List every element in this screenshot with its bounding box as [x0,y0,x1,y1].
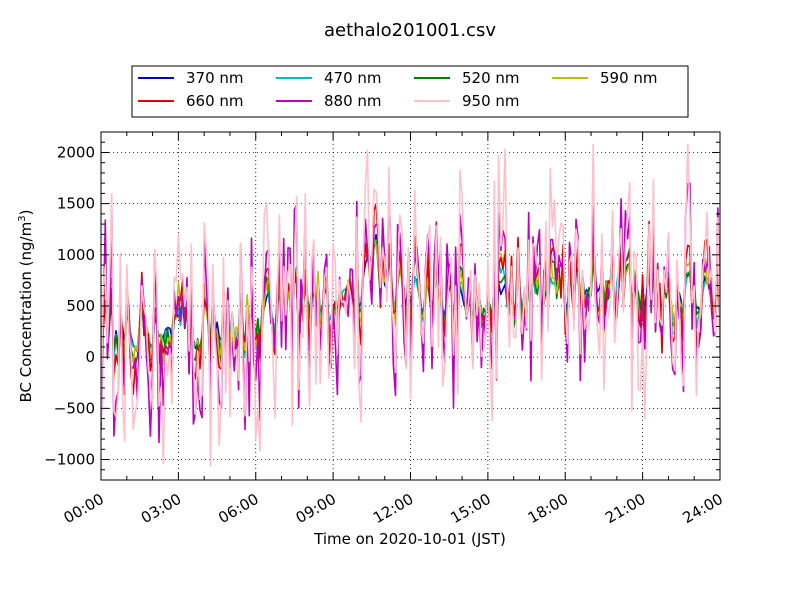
y-tick-labels: −1000 −500 0 500 1000 1500 2000 [44,143,95,468]
x-tick-labels: 00:00 03:00 06:00 09:00 12:00 15:00 18:00 21:00… [61,490,726,527]
x-tick-label: 12:00 [370,490,416,527]
x-tick-label: 06:00 [215,490,261,527]
chart-title: aethalo201001.csv [324,20,496,41]
y-tick-label: 2000 [57,143,95,161]
y-tick-label: −500 [54,399,95,417]
x-tick-label: 09:00 [293,490,339,527]
y-axis-label: BC Concentration (ng/m3) [17,210,35,403]
x-axis-label: Time on 2020-10-01 (JST) [313,530,506,548]
x-tick-label: 21:00 [602,490,648,527]
legend-label: 470 nm [324,69,382,87]
legend-label: 950 nm [462,92,520,110]
legend-label: 520 nm [462,69,520,87]
y-tick-label: 1000 [57,246,95,264]
ticks [100,131,721,481]
legend-label: 880 nm [324,92,382,110]
x-tick-label: 24:00 [680,490,726,527]
x-tick-label: 03:00 [138,490,184,527]
legend-box [131,65,689,118]
legend-label: 590 nm [600,69,658,87]
x-tick-label: 00:00 [61,490,107,527]
legend-label: 370 nm [186,69,244,87]
series-line [101,143,720,467]
x-tick-label: 18:00 [525,490,571,527]
y-tick-label: −1000 [44,451,95,469]
series-layer [101,143,720,467]
x-tick-label: 15:00 [447,490,493,527]
y-axis-label-main: BC Concentration (ng/m [17,222,35,403]
y-axis-label-sup: 3 [17,215,28,221]
y-axis-label-end: ) [17,210,35,216]
legend-label: 660 nm [186,92,244,110]
y-tick-label: 500 [66,297,95,315]
legend: 370 nm 470 nm 520 nm 590 nm 660 nm 880 nm 950 … [131,65,689,118]
y-tick-label: 0 [85,348,95,366]
y-tick-label: 1500 [57,195,95,213]
